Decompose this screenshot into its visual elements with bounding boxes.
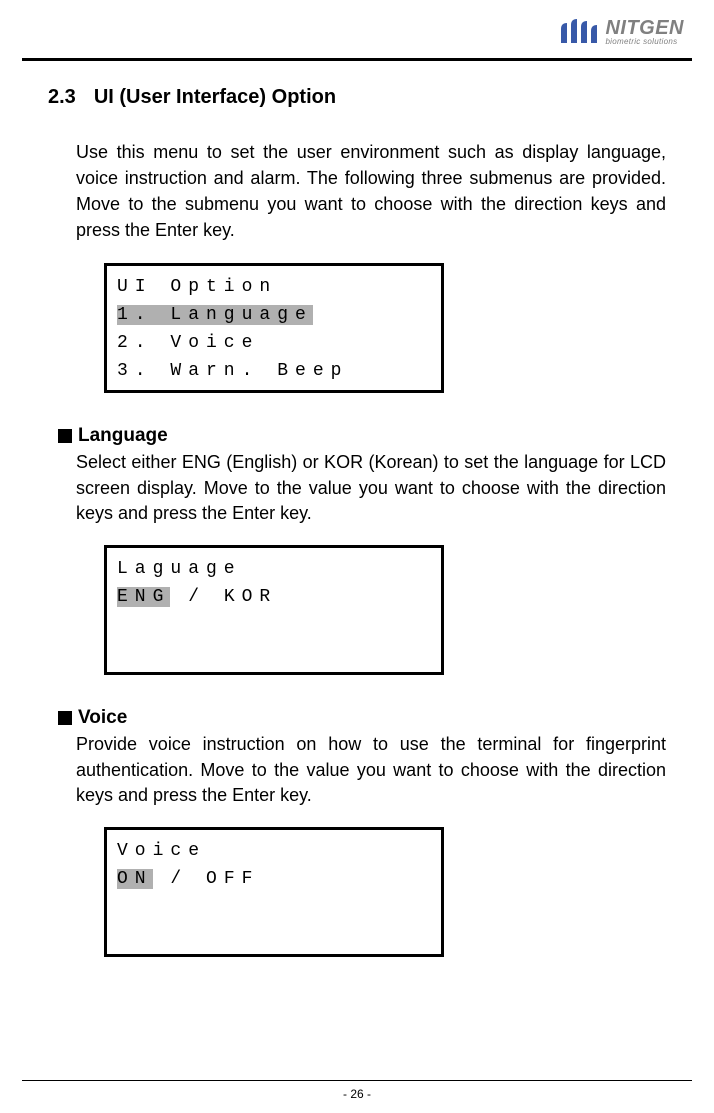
brand-name: NITGEN bbox=[605, 18, 684, 38]
lcd-title: Voice bbox=[117, 838, 431, 866]
lcd-options: ON / OFF bbox=[117, 866, 431, 894]
sub-heading-voice: Voice bbox=[58, 707, 666, 729]
lcd-menu-item: 1. Language bbox=[117, 302, 431, 330]
sub-heading-text: Language bbox=[78, 425, 168, 447]
logo-text: NITGEN biometric solutions bbox=[605, 18, 684, 46]
lcd-menu-item: 2. Voice bbox=[117, 330, 431, 358]
lcd-ui-option: UI Option 1. Language 2. Voice 3. Warn. … bbox=[104, 263, 444, 393]
lcd-options: ENG / KOR bbox=[117, 584, 431, 612]
lcd-language: Laguage ENG / KOR bbox=[104, 545, 444, 675]
lcd-title: UI Option bbox=[117, 274, 431, 302]
square-bullet-icon bbox=[58, 711, 72, 725]
sub-heading-language: Language bbox=[58, 425, 666, 447]
lcd-selected: ON bbox=[117, 869, 153, 889]
lcd-menu-item: 3. Warn. Beep bbox=[117, 358, 431, 386]
section-number: 2.3 bbox=[48, 86, 76, 108]
section-heading-text: UI (User Interface) Option bbox=[94, 86, 336, 108]
lcd-sep: / bbox=[153, 869, 206, 889]
brand-tagline: biometric solutions bbox=[605, 38, 684, 46]
section-intro: Use this menu to set the user environmen… bbox=[76, 139, 666, 243]
page-content: 2.3 UI (User Interface) Option Use this m… bbox=[0, 61, 714, 957]
sub-heading-text: Voice bbox=[78, 707, 127, 729]
lcd-option: KOR bbox=[224, 587, 277, 607]
brand-logo: NITGEN biometric solutions bbox=[559, 17, 684, 47]
page-header: NITGEN biometric solutions bbox=[0, 0, 714, 58]
page-footer: - 26 - bbox=[0, 1080, 714, 1113]
lcd-voice: Voice ON / OFF bbox=[104, 827, 444, 957]
logo-mark-icon bbox=[559, 17, 599, 47]
page-number: - 26 - bbox=[0, 1081, 714, 1113]
voice-desc: Provide voice instruction on how to use … bbox=[76, 732, 666, 809]
lcd-sep: / bbox=[170, 587, 223, 607]
language-desc: Select either ENG (English) or KOR (Kore… bbox=[76, 450, 666, 527]
lcd-selected: 1. Language bbox=[117, 305, 313, 325]
lcd-option: OFF bbox=[206, 869, 259, 889]
lcd-selected: ENG bbox=[117, 587, 170, 607]
section-title: 2.3 UI (User Interface) Option bbox=[48, 86, 666, 109]
lcd-title: Laguage bbox=[117, 556, 431, 584]
square-bullet-icon bbox=[58, 429, 72, 443]
